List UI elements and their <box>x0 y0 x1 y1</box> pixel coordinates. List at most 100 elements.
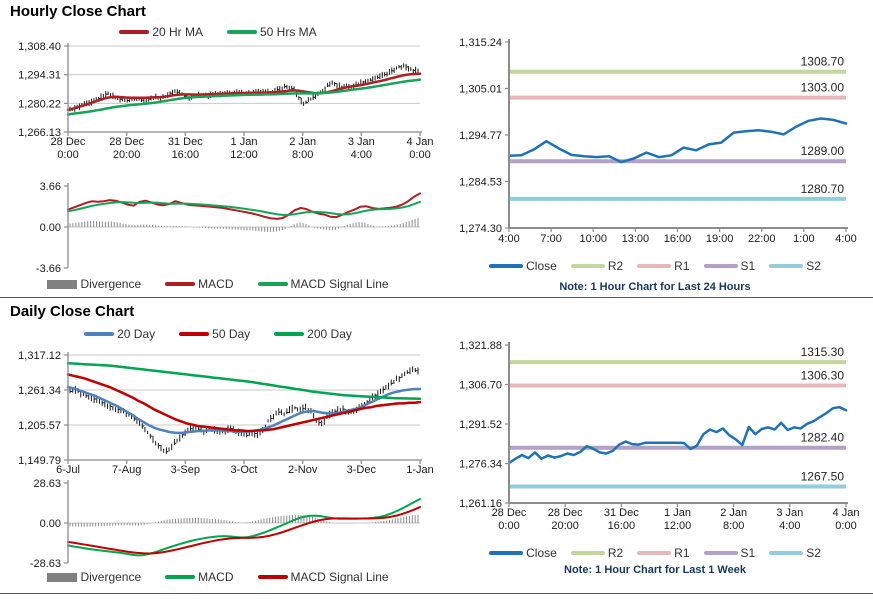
series-macd-signal-line <box>67 506 421 555</box>
pivot-label-s1: 1289.00 <box>801 144 845 158</box>
legend-swatch-icon <box>570 264 605 268</box>
y-axis-label: 1,261.16 <box>459 498 502 510</box>
y-axis-label: 1,294.77 <box>459 130 502 142</box>
x-axis-label: 7-Aug <box>112 464 141 476</box>
series-macd <box>67 498 421 557</box>
x-axis-label: 22:00 <box>748 233 776 245</box>
y-axis-label: -28.63 <box>30 558 61 570</box>
legend-item-macd-signal-line: MACD Signal Line <box>257 277 389 291</box>
x-axis-label: 0:00 <box>835 520 856 532</box>
legend-swatch-icon <box>165 282 196 286</box>
x-axis-label: 7:00 <box>540 233 561 245</box>
x-axis-label: 4 Jan <box>833 507 860 519</box>
y-axis-label: 0.00 <box>40 518 61 530</box>
x-axis-label: 8:00 <box>723 520 744 532</box>
legend-item-close: Close <box>489 259 557 273</box>
legend-label: 200 Day <box>307 327 352 341</box>
legend-label: Close <box>526 259 557 273</box>
y-axis-label: 3.66 <box>40 181 61 193</box>
x-axis-label: 4:00 <box>498 233 519 245</box>
x-axis-label: 1 Jan <box>664 507 691 519</box>
x-axis-label: 0:00 <box>498 520 519 532</box>
legend-swatch-icon <box>165 575 196 579</box>
hourly-macd-legend: Divergence MACD MACD Signal Line <box>0 277 436 291</box>
y-axis-label: 1,308.40 <box>18 41 61 53</box>
daily-section-title: Daily Close Chart <box>10 303 135 320</box>
bottom-divider <box>0 593 873 594</box>
y-axis-label: 1,274.30 <box>459 223 502 235</box>
pivot-label-r2: 1308.70 <box>801 55 845 69</box>
legend-item-macd: MACD <box>165 570 234 584</box>
series-50-day <box>66 373 422 433</box>
section-divider <box>0 297 873 298</box>
x-axis-label: 1:00 <box>793 233 814 245</box>
x-axis-label: 4:00 <box>835 233 856 245</box>
y-axis-label: 1,321.88 <box>459 340 502 352</box>
series-200-day <box>66 361 422 400</box>
legend-item-macd-signal-line: MACD Signal Line <box>257 570 389 584</box>
legend-swatch-icon <box>257 282 288 286</box>
x-axis-label: 31 Dec <box>168 136 203 148</box>
y-axis-label: 28.63 <box>33 478 61 490</box>
y-axis-label: 1,205.57 <box>18 420 61 432</box>
pivot-label-s1: 1282.40 <box>801 431 845 445</box>
legend-item-macd: MACD <box>165 277 234 291</box>
x-axis-label: 28 Dec <box>492 507 527 519</box>
daily-close-plot: 1,317.12 1,261.34 1,205.57 1,149.796-Jul 7-A… <box>18 350 434 476</box>
x-axis-label: 19:00 <box>706 233 734 245</box>
legend-label: Divergence <box>80 570 142 584</box>
pivot-label-r2: 1315.30 <box>801 345 845 359</box>
legend-label: R1 <box>674 259 690 273</box>
hourly-section-title: Hourly Close Chart <box>10 3 146 20</box>
legend-item-20-hr-ma: 20 Hr MA <box>119 25 203 39</box>
x-axis-label: 3 Jan <box>348 136 375 148</box>
pivot-label-r1: 1303.00 <box>801 81 845 95</box>
x-axis-label: 2-Nov <box>288 464 318 476</box>
x-axis-label: 28 Dec <box>51 136 86 148</box>
legend-item-20-day: 20 Day <box>84 327 155 341</box>
y-axis-label: 1,317.12 <box>18 350 61 362</box>
x-axis-label: 3 Jan <box>776 507 803 519</box>
hourly-close-chart: 1,308.40 1,294.31 1,280.22 1,266.13 28 Dec 0:… <box>0 40 436 167</box>
legend-label: 20 Day <box>117 327 156 341</box>
legend-item-50-hrs-ma: 50 Hrs MA <box>227 25 317 39</box>
legend-item-s1: S1 <box>703 259 755 273</box>
pivot-label-r1: 1306.30 <box>801 369 845 383</box>
series-macd-signal-line <box>67 200 421 216</box>
y-axis-label: 1,266.13 <box>18 127 61 139</box>
x-axis-label: 12:00 <box>230 149 258 161</box>
legend-label: R1 <box>674 546 690 560</box>
legend-swatch-icon <box>84 332 115 336</box>
x-axis-label: 4:00 <box>779 520 800 532</box>
y-axis-label: 1,276.34 <box>459 459 502 471</box>
y-axis-label: -3.66 <box>36 263 61 275</box>
legend-swatch-icon <box>489 264 524 268</box>
series-close <box>507 117 848 164</box>
hourly-macd-chart: 3.66 0.00 -3.66 <box>0 172 436 275</box>
y-axis-label: 1,284.53 <box>459 177 502 189</box>
series-macd <box>67 192 421 220</box>
legend-swatch-icon <box>570 551 605 555</box>
legend-label: 50 Hrs MA <box>260 25 317 39</box>
legend-label: MACD <box>198 570 234 584</box>
legend-swatch-icon <box>227 30 257 34</box>
x-axis-label: 16:00 <box>172 149 200 161</box>
x-axis-label: 2 Jan <box>720 507 747 519</box>
legend-item-r1: R1 <box>637 546 690 560</box>
y-axis-label: 1,261.34 <box>18 385 61 397</box>
y-axis-label: 1,294.31 <box>18 70 61 82</box>
legend-item-s2: S2 <box>769 259 821 273</box>
legend-item-divergence: Divergence <box>47 570 141 584</box>
x-axis-label: 13:00 <box>622 233 650 245</box>
legend-label: 20 Hr MA <box>152 25 203 39</box>
x-axis-label: 3-Oct <box>231 464 258 476</box>
x-axis-label: 2 Jan <box>289 136 316 148</box>
series-close <box>507 405 848 465</box>
legend-swatch-icon <box>703 551 738 555</box>
x-axis-label: 28 Dec <box>109 136 144 148</box>
legend-label: Close <box>526 546 557 560</box>
x-axis-label: 0:00 <box>409 149 430 161</box>
legend-item-divergence: Divergence <box>47 277 141 291</box>
legend-item-s1: S1 <box>703 546 755 560</box>
